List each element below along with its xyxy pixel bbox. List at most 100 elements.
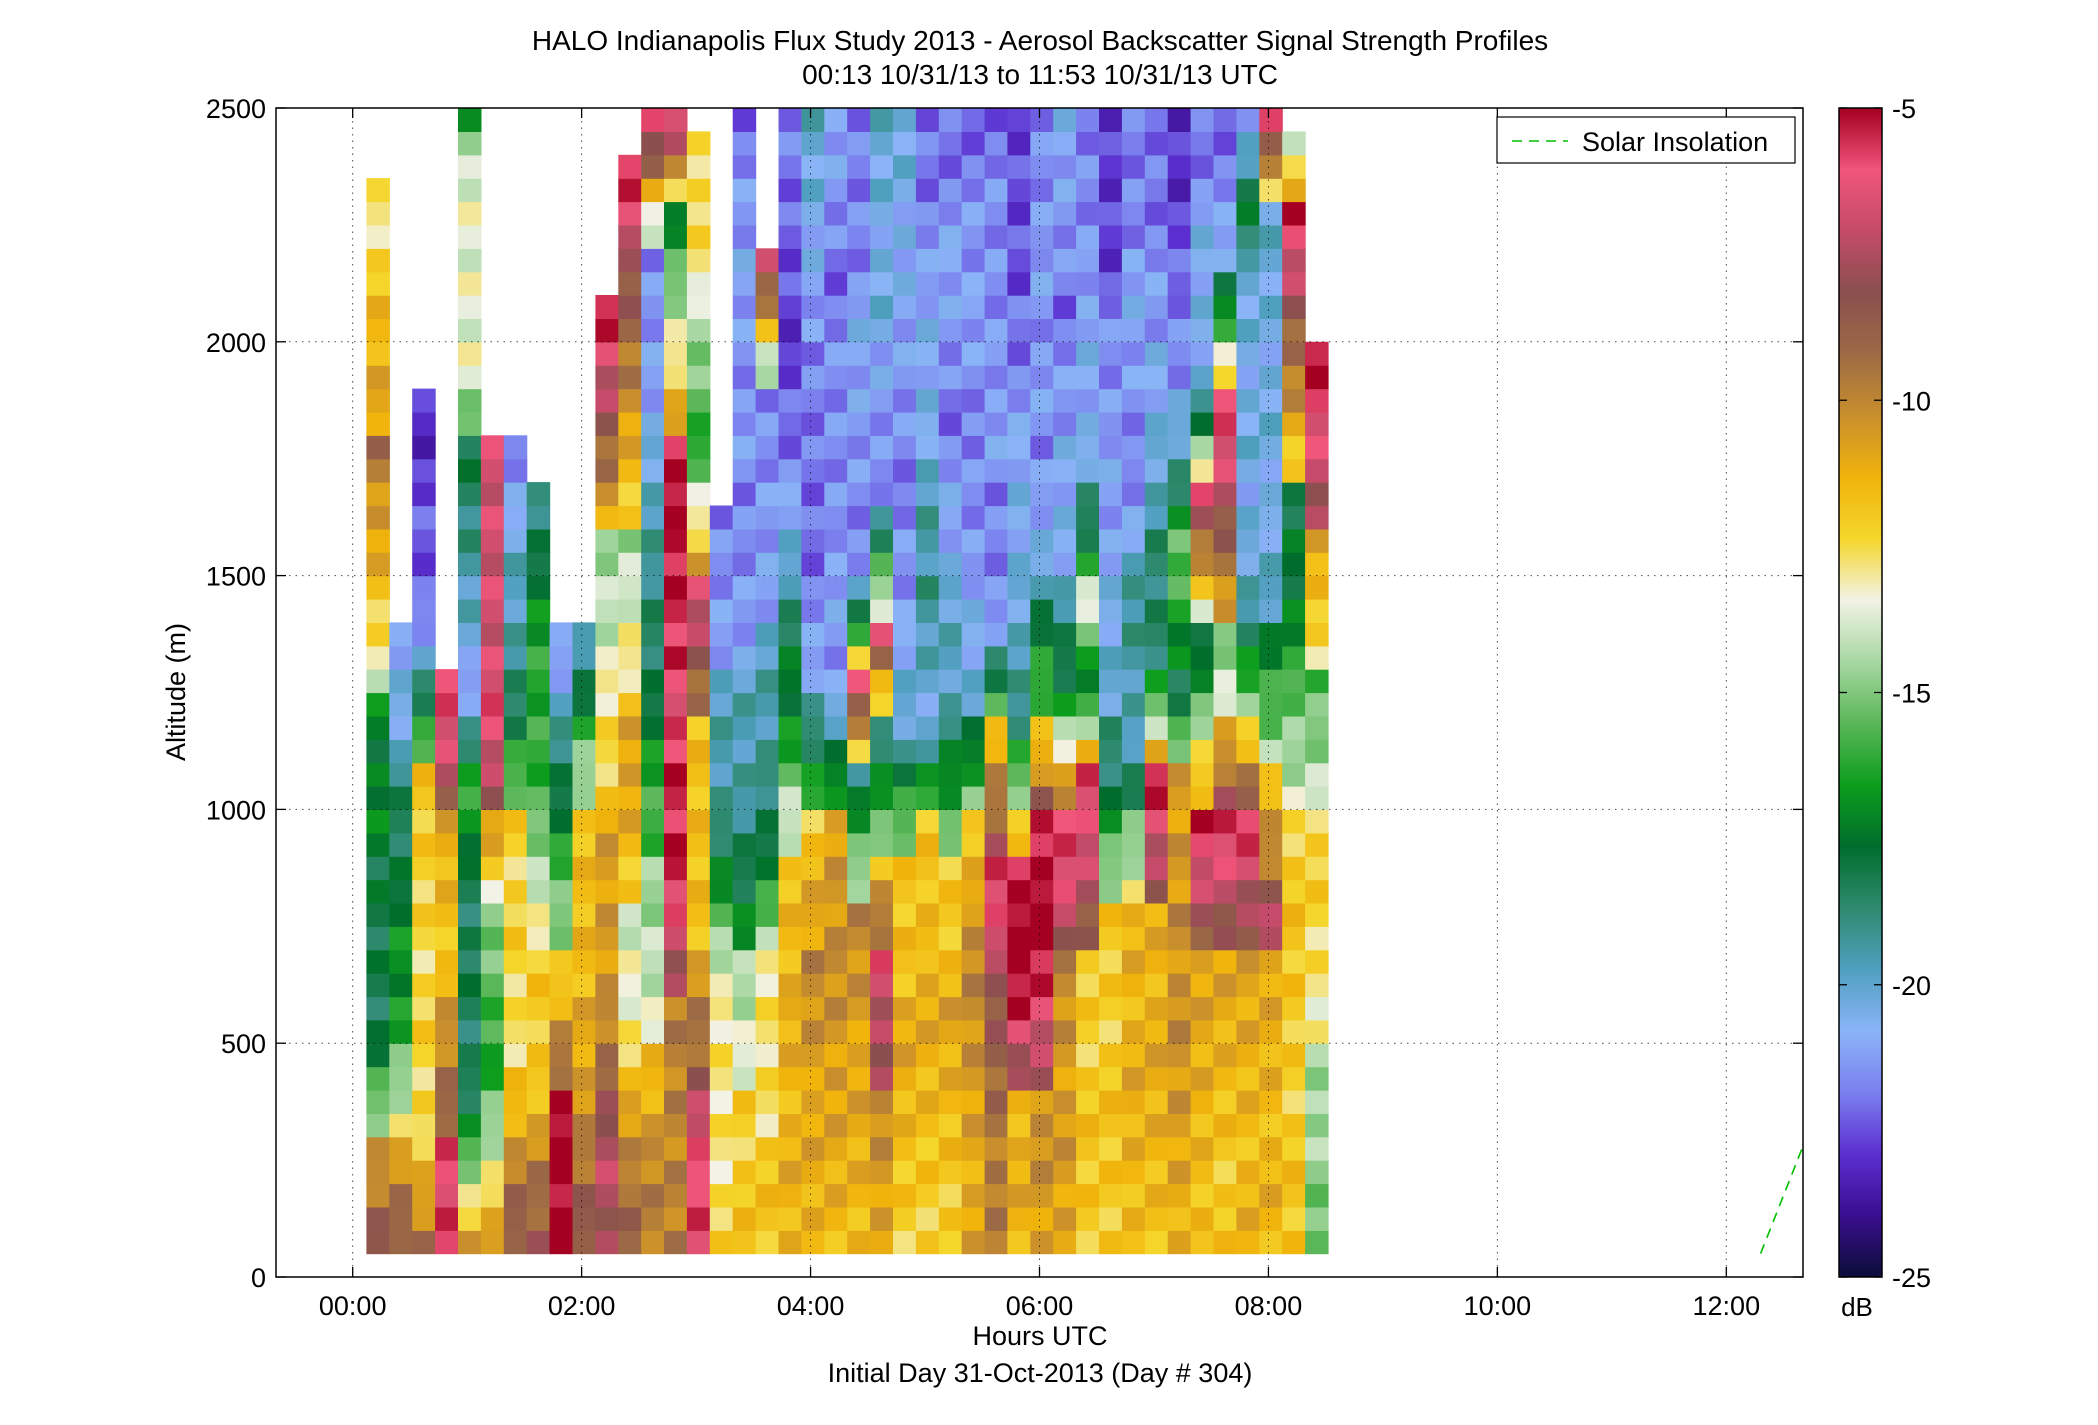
heatmap-cell: [572, 1160, 596, 1185]
heatmap-cell: [1030, 295, 1054, 319]
heatmap-cell: [870, 154, 894, 179]
heatmap-cell: [801, 552, 825, 577]
heatmap-cell: [503, 1090, 528, 1114]
heatmap-cell: [1236, 201, 1260, 226]
heatmap-cell: [366, 388, 390, 413]
heatmap-cell: [549, 739, 574, 764]
heatmap-cell: [893, 762, 917, 787]
heatmap-cell: [572, 1183, 596, 1208]
heatmap-cell: [1305, 786, 1329, 810]
heatmap-cell: [572, 1066, 596, 1091]
heatmap-cell: [526, 902, 551, 927]
heatmap-cell: [870, 482, 894, 507]
heatmap-cell: [480, 622, 505, 647]
heatmap-cell: [412, 692, 436, 717]
heatmap-cell: [732, 1230, 757, 1255]
heatmap-cell: [847, 248, 871, 273]
heatmap-cell: [870, 622, 894, 647]
heatmap-cell: [893, 996, 917, 1021]
heatmap-cell: [984, 365, 1009, 390]
heatmap-cell: [686, 715, 711, 740]
heatmap-cell: [366, 482, 390, 507]
heatmap-cell: [1167, 505, 1192, 530]
heatmap-cell: [1213, 739, 1237, 764]
heatmap-cell: [801, 786, 825, 810]
heatmap-cell: [755, 248, 780, 273]
heatmap-cell: [755, 458, 780, 483]
heatmap-cell: [778, 622, 802, 647]
heatmap-cell: [1190, 271, 1215, 296]
heatmap-cell: [618, 902, 642, 927]
heatmap-cell: [526, 482, 551, 507]
heatmap-cell: [458, 645, 482, 670]
heatmap-cell: [938, 1206, 963, 1231]
heatmap-cell: [1190, 435, 1215, 460]
heatmap-cell: [1007, 809, 1031, 834]
heatmap-cell: [847, 1160, 871, 1185]
heatmap-cell: [1030, 762, 1054, 787]
heatmap-cell: [1030, 224, 1054, 249]
heatmap-cell: [1099, 715, 1123, 740]
heatmap-cell: [938, 669, 963, 694]
heatmap-cell: [778, 458, 802, 483]
heatmap-cell: [824, 201, 848, 226]
heatmap-cell: [1167, 528, 1192, 553]
heatmap-cell: [1167, 1019, 1192, 1044]
heatmap-cell: [778, 996, 802, 1021]
heatmap-cell: [1282, 295, 1306, 319]
heatmap-cell: [1144, 1206, 1169, 1231]
heatmap-cell: [1099, 388, 1123, 413]
heatmap-cell: [915, 318, 940, 343]
heatmap-cell: [1099, 669, 1123, 694]
heatmap-cell: [1144, 224, 1169, 249]
heatmap-cell: [1076, 1043, 1100, 1068]
heatmap-cell: [1282, 715, 1306, 740]
heatmap-cell: [412, 645, 436, 670]
heatmap-cell: [778, 411, 802, 436]
heatmap-cell: [686, 949, 711, 974]
heatmap-cell: [1144, 154, 1169, 179]
heatmap-cell: [618, 669, 642, 694]
heatmap-cell: [458, 248, 482, 273]
heatmap-cell: [938, 108, 963, 132]
heatmap-cell: [732, 1183, 757, 1208]
heatmap-cell: [1121, 295, 1146, 319]
heatmap-cell: [664, 154, 688, 179]
heatmap-cell: [1236, 154, 1260, 179]
heatmap-cell: [1282, 762, 1306, 787]
heatmap-cell: [1099, 1183, 1123, 1208]
heatmap-cell: [732, 669, 757, 694]
heatmap-cell: [664, 622, 688, 647]
heatmap-cell: [366, 926, 390, 951]
heatmap-cell: [389, 786, 413, 810]
heatmap-cell: [366, 435, 390, 460]
heatmap-cell: [961, 435, 986, 460]
heatmap-cell: [1190, 295, 1215, 319]
heatmap-cell: [732, 1090, 757, 1114]
heatmap-cell: [664, 1019, 688, 1044]
heatmap-cell: [1236, 575, 1260, 600]
heatmap-cell: [1190, 1230, 1215, 1255]
heatmap-cell: [1190, 341, 1215, 366]
heatmap-cell: [961, 1043, 986, 1068]
heatmap-cell: [1305, 949, 1329, 974]
heatmap-cell: [938, 996, 963, 1021]
heatmap-cell: [1007, 902, 1031, 927]
heatmap-cell: [893, 411, 917, 436]
heatmap-cell: [1282, 1043, 1306, 1068]
heatmap-cell: [755, 1043, 780, 1068]
heatmap-cell: [1213, 458, 1237, 483]
heatmap-cell: [938, 1230, 963, 1255]
heatmap-cell: [1167, 154, 1192, 179]
heatmap-cell: [389, 1043, 413, 1068]
heatmap-cell: [686, 224, 711, 249]
heatmap-cell: [961, 762, 986, 787]
heatmap-cell: [549, 1066, 574, 1091]
heatmap-cell: [893, 973, 917, 998]
heatmap-cell: [641, 739, 665, 764]
heatmap-cell: [549, 762, 574, 787]
heatmap-cell: [458, 669, 482, 694]
heatmap-cell: [938, 1019, 963, 1044]
heatmap-cell: [1236, 715, 1260, 740]
heatmap-cell: [824, 178, 848, 203]
